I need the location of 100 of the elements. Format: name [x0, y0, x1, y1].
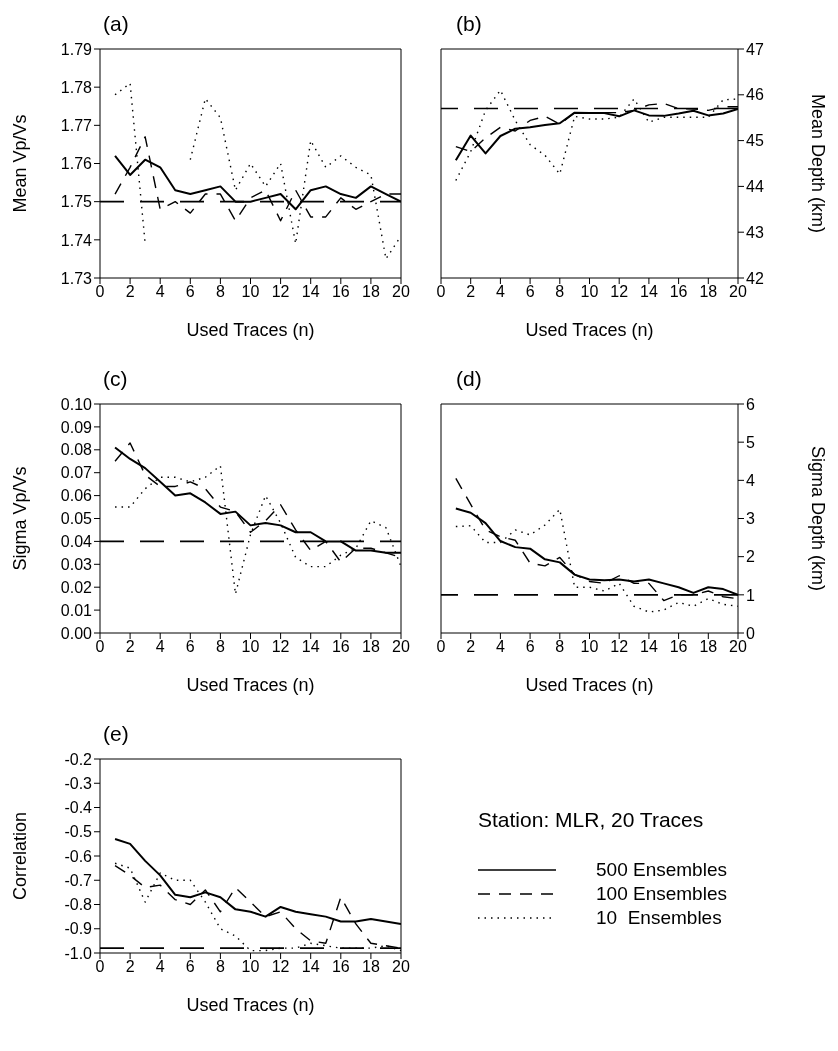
chart-title: (e)	[103, 722, 129, 746]
legend-label: 500 Ensembles	[596, 858, 727, 882]
y2-tick-label: 47	[746, 40, 764, 58]
x-tick-label: 18	[699, 283, 718, 301]
x-tick-label: 10	[241, 283, 260, 301]
x-tick-label: 20	[729, 283, 747, 301]
y2-axis-title: Mean Depth (km)	[807, 93, 828, 234]
y2-tick-label: 2	[746, 548, 755, 566]
y-tick-label: -0.2	[64, 750, 93, 768]
y2-tick-label: 3	[746, 510, 755, 528]
x-tick-label: 6	[185, 283, 195, 301]
x-tick-label: 2	[466, 638, 476, 656]
x-tick-label: 14	[640, 638, 658, 656]
chart-title: (a)	[103, 12, 129, 36]
y-axis-title: Sigma Vp/Vs	[10, 466, 31, 571]
x-axis-title: Used Traces (n)	[186, 320, 315, 340]
y2-tick-label: 0	[746, 624, 755, 642]
x-tick-label: 2	[466, 283, 476, 301]
y2-tick-label: 44	[746, 178, 764, 196]
y2-tick-label: 45	[746, 132, 764, 150]
x-tick-label: 4	[495, 638, 505, 656]
y2-tick-label: 4	[746, 472, 755, 490]
y-axis-title: Correlation	[10, 811, 31, 901]
x-tick-label: 2	[125, 638, 135, 656]
y-tick-label: -0.3	[64, 774, 93, 792]
y2-tick-label: 42	[746, 269, 764, 287]
x-tick-label: 8	[215, 283, 225, 301]
y-tick-label: 0.10	[60, 395, 93, 413]
y2-tick-label: 46	[746, 86, 764, 104]
y-tick-label: 0.08	[60, 441, 93, 459]
x-tick-label: 10	[580, 638, 599, 656]
y-tick-label: 0.03	[60, 555, 93, 573]
x-tick-label: 4	[155, 958, 165, 976]
y-tick-label: 1.75	[60, 193, 93, 211]
y-tick-label: 0.01	[60, 601, 93, 619]
y2-axis-title: Sigma Depth (km)	[807, 445, 828, 592]
x-axis-title: Used Traces (n)	[525, 675, 654, 695]
x-tick-label: 8	[215, 638, 225, 656]
x-tick-label: 8	[215, 958, 225, 976]
x-tick-label: 4	[155, 283, 165, 301]
x-tick-label: 10	[580, 283, 599, 301]
y-tick-label: -0.5	[64, 823, 93, 841]
chart-title: (b)	[456, 12, 482, 36]
x-tick-label: 8	[555, 638, 565, 656]
y2-tick-label: 1	[746, 586, 755, 604]
y-tick-label: -0.6	[64, 847, 93, 865]
x-tick-label: 8	[555, 283, 565, 301]
x-tick-label: 2	[125, 283, 135, 301]
x-tick-label: 14	[301, 283, 320, 301]
x-axis-title: Used Traces (n)	[186, 675, 315, 695]
x-tick-label: 0	[436, 638, 446, 656]
x-tick-label: 12	[610, 638, 629, 656]
x-tick-label: 14	[301, 638, 320, 656]
y2-tick-label: 43	[746, 223, 764, 241]
y-axis-title: Mean Vp/Vs	[10, 114, 31, 213]
chart-title: (c)	[103, 367, 128, 391]
x-tick-label: 12	[271, 958, 290, 976]
y-tick-label: -0.8	[64, 896, 93, 914]
x-tick-label: 18	[362, 283, 380, 301]
y-tick-label: 1.73	[60, 269, 93, 287]
legend-label: 10 Ensembles	[596, 906, 722, 930]
x-tick-label: 0	[95, 638, 105, 656]
chart-title: (d)	[456, 367, 482, 391]
x-tick-label: 16	[331, 638, 350, 656]
y-tick-label: 0.05	[60, 510, 93, 528]
x-tick-label: 16	[669, 638, 688, 656]
y-tick-label: -0.4	[64, 799, 93, 817]
y-tick-label: 0.04	[60, 533, 93, 551]
y-tick-label: 1.74	[60, 231, 93, 249]
x-tick-label: 14	[301, 958, 320, 976]
x-tick-label: 4	[155, 638, 165, 656]
y-tick-label: 1.79	[60, 40, 93, 58]
x-tick-label: 2	[125, 958, 135, 976]
x-tick-label: 14	[640, 283, 658, 301]
y-tick-label: -1.0	[64, 944, 93, 962]
x-tick-label: 16	[331, 283, 350, 301]
x-tick-label: 6	[525, 283, 535, 301]
x-axis-title: Used Traces (n)	[525, 320, 654, 340]
x-tick-label: 20	[392, 638, 410, 656]
y2-tick-label: 5	[746, 433, 755, 451]
x-tick-label: 16	[331, 958, 350, 976]
x-tick-label: 10	[241, 958, 260, 976]
y-tick-label: 0.06	[60, 487, 93, 505]
x-tick-label: 20	[392, 283, 410, 301]
x-axis-title: Used Traces (n)	[186, 995, 315, 1015]
x-tick-label: 12	[610, 283, 629, 301]
x-tick-label: 6	[185, 958, 195, 976]
x-tick-label: 12	[271, 638, 290, 656]
x-tick-label: 0	[95, 283, 105, 301]
y-tick-label: 1.76	[60, 155, 93, 173]
x-tick-label: 16	[669, 283, 688, 301]
y-tick-label: 0.07	[60, 464, 93, 482]
x-tick-label: 6	[185, 638, 195, 656]
y-tick-label: 1.77	[60, 117, 93, 135]
y2-tick-label: 6	[746, 395, 755, 413]
x-tick-label: 12	[271, 283, 290, 301]
x-tick-label: 20	[392, 958, 410, 976]
x-tick-label: 0	[95, 958, 105, 976]
x-tick-label: 18	[362, 638, 380, 656]
x-tick-label: 10	[241, 638, 260, 656]
